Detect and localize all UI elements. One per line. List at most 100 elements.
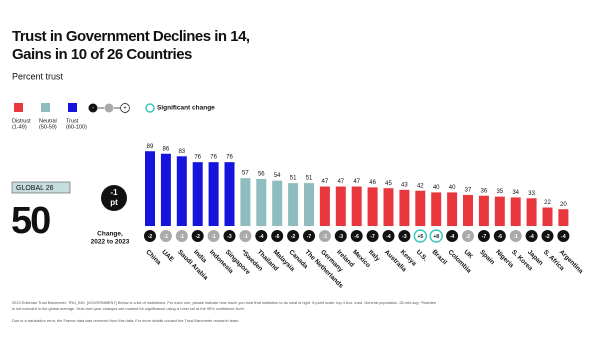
bar (447, 192, 458, 226)
change-label: -4 (529, 234, 534, 240)
value-label: 56 (258, 172, 265, 178)
value-label: 43 (401, 182, 408, 188)
x-tick-label: UK (462, 249, 474, 261)
change-marker (509, 230, 522, 242)
footnote: is not included in the global average. Y… (12, 306, 245, 311)
global-caption: 2022 to 2023 (91, 239, 130, 246)
global-label: GLOBAL 26 (16, 185, 54, 192)
value-label: 51 (306, 176, 313, 182)
legend-symbol: + (123, 106, 127, 112)
value-label: 89 (147, 144, 154, 150)
bar (304, 183, 314, 226)
change-marker (255, 230, 268, 242)
change-label: -7 (370, 234, 375, 240)
change-marker (303, 230, 315, 242)
change-marker (144, 230, 156, 242)
value-label: 76 (226, 155, 233, 161)
bar (367, 187, 378, 226)
change-label: -1 (180, 234, 185, 240)
change-label: -2 (291, 234, 296, 240)
bar (160, 153, 171, 226)
change-label: -4 (450, 234, 455, 240)
chart-title: Gains in 10 of 26 Countries (12, 46, 192, 63)
change-label: -2 (545, 234, 550, 240)
value-label: 35 (496, 189, 503, 195)
value-label: 40 (433, 185, 440, 191)
change-label: -2 (466, 234, 471, 240)
change-label: -2 (195, 234, 200, 240)
change-label: -3 (339, 234, 344, 240)
legend-swatch (41, 103, 50, 112)
bar (526, 198, 537, 226)
value-label: 34 (512, 190, 519, 196)
change-marker (462, 230, 474, 242)
legend-icon (120, 103, 130, 113)
bar (208, 162, 219, 226)
value-label: 76 (210, 155, 217, 161)
global-caption: Change, (97, 231, 123, 238)
change-marker (223, 230, 236, 242)
legend-range: (60-100) (66, 124, 87, 130)
bar (399, 189, 410, 226)
value-label: 45 (385, 181, 392, 187)
global-box (11, 181, 71, 194)
value-label: 37 (465, 187, 472, 193)
change-marker (382, 230, 395, 242)
bar (256, 178, 267, 226)
value-label: 83 (178, 149, 185, 155)
value-label: 36 (481, 188, 488, 194)
legend-range: (1-49) (12, 124, 27, 130)
legend-icon (104, 103, 114, 113)
change-label: -1 (211, 234, 216, 240)
change-label: -1 (513, 234, 518, 240)
chart-title: Trust in Government Declines in 14, (12, 28, 250, 45)
bar (542, 207, 553, 226)
value-label: 46 (369, 180, 376, 186)
bar (240, 178, 251, 226)
value-label: 76 (194, 155, 201, 161)
bar (431, 192, 442, 226)
change-marker (446, 230, 459, 242)
change-label: +8 (433, 234, 439, 240)
value-label: 40 (449, 185, 456, 191)
value-label: 51 (290, 176, 297, 182)
legend-icon (88, 103, 98, 113)
change-marker (191, 230, 204, 242)
value-label: 33 (528, 191, 535, 197)
legend-swatch (68, 103, 77, 112)
bar (558, 209, 569, 226)
value-label: 22 (544, 200, 551, 206)
global-value: 50 (11, 200, 50, 242)
footnote: 2023 Edelman Trust Barometer. TRU_INS. [… (12, 300, 436, 305)
change-label: -6 (498, 234, 503, 240)
change-marker (557, 230, 570, 242)
value-label: 54 (274, 173, 281, 179)
x-tick-label: Spain (478, 249, 495, 266)
change-label: -4 (259, 234, 264, 240)
footnote: Due to a translation error, the France d… (12, 318, 240, 323)
change-label: -4 (561, 234, 566, 240)
change-label: -6 (354, 234, 359, 240)
change-label: -1 (243, 234, 248, 240)
bar (478, 195, 489, 226)
legend-swatch (14, 103, 23, 112)
change-label: -3 (402, 234, 407, 240)
global-change-label: -1 (110, 188, 118, 197)
change-marker (493, 230, 506, 242)
change-marker (159, 230, 172, 242)
bar (463, 194, 473, 226)
legend-label: Significant change (157, 105, 215, 112)
legend-symbol: - (92, 106, 94, 112)
value-label: 47 (322, 179, 329, 185)
chart-subtitle: Percent trust (12, 71, 64, 81)
change-marker (477, 230, 490, 242)
x-tick-label: Brazil (431, 249, 449, 267)
change-marker (429, 229, 443, 243)
change-marker (239, 230, 252, 242)
change-label: -2 (148, 234, 153, 240)
x-tick-label: UAE (160, 249, 175, 264)
bar (383, 188, 394, 226)
legend-label: Trust (66, 118, 79, 124)
x-tick-label: China (144, 249, 162, 267)
